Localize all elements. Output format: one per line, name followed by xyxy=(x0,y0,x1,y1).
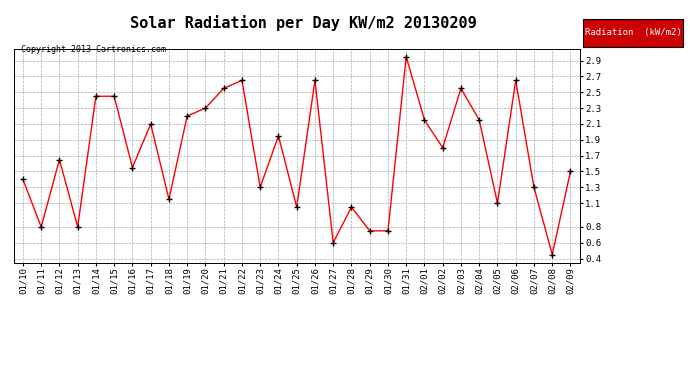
Text: Radiation  (kW/m2): Radiation (kW/m2) xyxy=(584,28,682,38)
Text: Copyright 2013 Cartronics.com: Copyright 2013 Cartronics.com xyxy=(21,45,166,54)
Text: Solar Radiation per Day KW/m2 20130209: Solar Radiation per Day KW/m2 20130209 xyxy=(130,15,477,31)
